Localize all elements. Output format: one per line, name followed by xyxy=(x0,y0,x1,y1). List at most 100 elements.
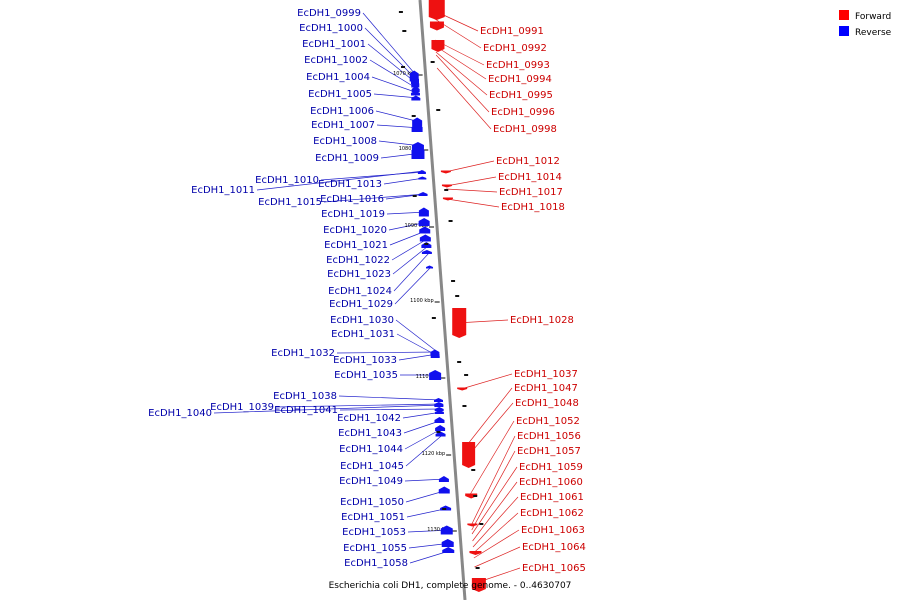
reverse-gene-label: EcDH1_1033 xyxy=(333,355,397,366)
forward-gene-label: EcDH1_1052 xyxy=(516,416,580,427)
forward-leader-line xyxy=(471,435,516,526)
reverse-gene-feature xyxy=(412,117,423,127)
reverse-gene-label: EcDH1_1049 xyxy=(339,476,403,487)
reverse-gene-feature xyxy=(429,370,442,380)
reverse-leader-line xyxy=(383,177,425,185)
forward-gene-label: EcDH1_1017 xyxy=(499,187,563,198)
forward-leader-line xyxy=(473,512,519,554)
reverse-gene-label: EcDH1_1007 xyxy=(311,120,375,131)
reverse-gene-label: EcDH1_1039 xyxy=(210,402,274,413)
reverse-gene-feature xyxy=(440,525,453,535)
reverse-gene-feature xyxy=(438,486,450,494)
forward-gene-label: EcDH1_1048 xyxy=(515,398,579,409)
reverse-gene-feature xyxy=(411,86,420,92)
legend: Forward Reverse xyxy=(839,10,892,38)
forward-gene-label: EcDH1_1014 xyxy=(498,172,562,183)
forward-gene-label: EcDH1_1057 xyxy=(517,446,581,457)
reverse-gene-feature xyxy=(418,218,430,226)
gene-labels: EcDH1_0999 EcDH1_1000 EcDH1_1001 EcDH1_1002… xyxy=(148,8,586,574)
gene-marker xyxy=(430,61,435,63)
forward-gene-label: EcDH1_1012 xyxy=(496,156,560,167)
reverse-gene-feature xyxy=(410,90,420,96)
forward-leader-line xyxy=(435,51,488,96)
reverse-gene-label: EcDH1_1021 xyxy=(324,240,388,251)
gene-marker xyxy=(451,280,456,282)
reverse-leader-line xyxy=(394,266,432,305)
forward-gene-label: EcDH1_1065 xyxy=(522,563,586,574)
reverse-gene-label: EcDH1_1042 xyxy=(337,413,401,424)
gene-marker xyxy=(411,115,416,117)
gene-marker xyxy=(431,317,436,319)
reverse-leader-line xyxy=(371,76,419,94)
reverse-gene-feature xyxy=(441,539,454,547)
reverse-gene-feature xyxy=(421,250,432,254)
forward-gene-label: EcDH1_0994 xyxy=(488,74,552,85)
forward-gene-label: EcDH1_0998 xyxy=(493,124,557,135)
scale-tick-label: 1100 kbp xyxy=(410,298,434,304)
reverse-gene-label: EcDH1_1004 xyxy=(306,72,370,83)
forward-gene-label: EcDH1_0995 xyxy=(489,90,553,101)
reverse-gene-feature xyxy=(418,192,428,196)
forward-gene-feature xyxy=(471,578,486,592)
legend-forward-swatch xyxy=(839,10,849,20)
genome-axis xyxy=(418,0,467,600)
reverse-gene-label: EcDH1_1044 xyxy=(339,444,403,455)
forward-gene-label: EcDH1_1056 xyxy=(517,431,581,442)
scale-ticks: 1070 kbp 1080 kbp 1090 kbp 1100 kbp 1110 kbp… xyxy=(393,71,457,533)
reverse-leader-line xyxy=(320,171,424,181)
forward-leader-line xyxy=(465,387,513,448)
reverse-gene-label: EcDH1_1043 xyxy=(338,428,402,439)
reverse-gene-label: EcDH1_1015 xyxy=(258,197,322,208)
reverse-gene-feature xyxy=(419,234,431,242)
forward-gene-label: EcDH1_1059 xyxy=(519,462,583,473)
gene-marker xyxy=(442,508,447,510)
forward-gene-label: EcDH1_1047 xyxy=(514,383,578,394)
forward-leader-line xyxy=(472,481,518,542)
forward-gene-label: EcDH1_0996 xyxy=(491,107,555,118)
gene-marker xyxy=(473,495,478,497)
gene-marker xyxy=(436,431,441,433)
gene-marker xyxy=(402,30,407,32)
forward-leader-line xyxy=(436,67,492,130)
forward-gene-feature xyxy=(457,387,468,391)
forward-leader-line xyxy=(473,529,520,559)
reverse-gene-label: EcDH1_1010 xyxy=(255,175,319,186)
reverse-gene-label: EcDH1_1000 xyxy=(299,23,363,34)
gene-marker xyxy=(471,469,476,471)
reverse-gene-feature xyxy=(434,403,444,407)
reverse-gene-feature xyxy=(442,547,455,553)
gene-features xyxy=(398,0,486,592)
forward-gene-feature xyxy=(465,493,478,499)
reverse-gene-feature xyxy=(411,147,425,159)
forward-gene-label: EcDH1_1062 xyxy=(520,508,584,519)
reverse-gene-label: EcDH1_1030 xyxy=(330,315,394,326)
reverse-gene-feature xyxy=(411,95,421,101)
forward-gene-feature xyxy=(428,0,445,20)
forward-gene-feature xyxy=(441,184,452,188)
reverse-leader-line xyxy=(213,404,442,414)
gene-marker xyxy=(424,243,429,245)
reverse-gene-label: EcDH1_1041 xyxy=(274,405,338,416)
forward-leader-line xyxy=(435,54,490,113)
scale-tick-label: 1110 kbp xyxy=(416,374,440,380)
reverse-leader-line xyxy=(338,395,442,401)
reverse-gene-feature xyxy=(434,398,443,402)
reverse-gene-feature xyxy=(417,170,426,174)
forward-gene-feature xyxy=(452,308,467,338)
reverse-leader-line xyxy=(275,403,442,408)
reverse-gene-feature xyxy=(435,425,446,431)
reverse-leader-line xyxy=(364,27,418,81)
reverse-leader-line xyxy=(362,12,417,77)
forward-gene-label: EcDH1_0993 xyxy=(486,60,550,71)
gene-marker xyxy=(464,374,469,376)
forward-gene-feature xyxy=(431,40,445,52)
forward-gene-feature xyxy=(440,170,451,174)
reverse-gene-feature xyxy=(434,407,444,411)
reverse-gene-feature xyxy=(419,226,431,234)
reverse-gene-feature xyxy=(434,417,445,423)
reverse-gene-label: EcDH1_1001 xyxy=(302,39,366,50)
forward-gene-feature xyxy=(429,21,444,31)
gene-marker xyxy=(436,109,441,111)
legend-reverse-label: Reverse xyxy=(855,28,892,38)
reverse-gene-label: EcDH1_1024 xyxy=(328,286,392,297)
